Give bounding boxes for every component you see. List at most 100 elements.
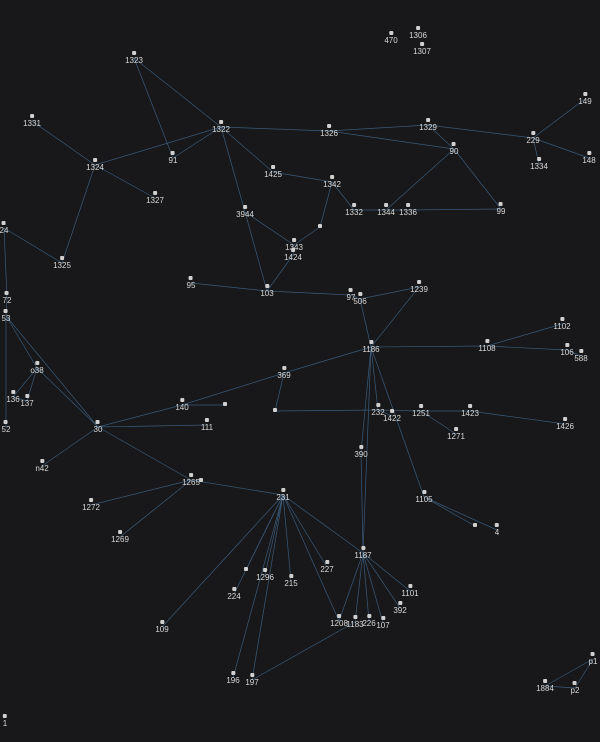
graph-node[interactable]: 229 bbox=[526, 131, 539, 145]
graph-node[interactable]: p1 bbox=[589, 652, 598, 666]
graph-node[interactable]: 3944 bbox=[236, 205, 254, 219]
graph-node[interactable]: p2 bbox=[571, 681, 580, 695]
graph-edge bbox=[284, 347, 371, 373]
graph-node[interactable]: 588 bbox=[574, 349, 587, 363]
graph-node[interactable]: 99 bbox=[497, 202, 506, 216]
graph-node[interactable]: 52 bbox=[2, 420, 11, 434]
graph-edge bbox=[424, 497, 497, 530]
graph-node[interactable] bbox=[318, 224, 322, 230]
graph-node[interactable]: 1344 bbox=[377, 203, 395, 217]
graph-node[interactable]: 4 bbox=[495, 523, 499, 537]
node-dot-icon bbox=[25, 394, 29, 398]
graph-node[interactable]: 140 bbox=[175, 398, 188, 412]
node-dot-icon bbox=[381, 616, 385, 620]
node-dot-icon bbox=[189, 276, 193, 280]
graph-node[interactable]: 107 bbox=[376, 616, 389, 630]
node-dot-icon bbox=[199, 478, 203, 482]
graph-node[interactable]: 109 bbox=[155, 620, 168, 634]
graph-node[interactable]: 95 bbox=[187, 276, 196, 290]
graph-node[interactable]: 103 bbox=[260, 284, 273, 298]
graph-node[interactable]: 137 bbox=[20, 394, 33, 408]
graph-node[interactable]: 1331 bbox=[23, 114, 41, 128]
node-label: 1329 bbox=[419, 124, 437, 132]
graph-node[interactable]: n42 bbox=[35, 459, 48, 473]
graph-node[interactable]: 1 bbox=[3, 714, 7, 728]
graph-node[interactable]: 1423 bbox=[461, 404, 479, 418]
graph-node[interactable]: 470 bbox=[384, 31, 397, 45]
graph-node[interactable] bbox=[244, 567, 248, 573]
graph-node[interactable] bbox=[223, 402, 227, 408]
graph-node[interactable]: 1271 bbox=[447, 427, 465, 441]
graph-node[interactable]: 1105 bbox=[415, 490, 432, 504]
node-dot-icon bbox=[406, 203, 410, 207]
graph-node[interactable]: 196 bbox=[226, 671, 239, 685]
graph-node[interactable]: 231 bbox=[276, 488, 289, 502]
graph-node[interactable]: 215 bbox=[284, 574, 297, 588]
graph-node[interactable]: o38 bbox=[30, 361, 43, 375]
graph-node[interactable]: 1332 bbox=[345, 203, 363, 217]
graph-node[interactable]: 1251 bbox=[412, 404, 430, 418]
node-dot-icon bbox=[325, 560, 329, 564]
node-dot-icon bbox=[205, 418, 209, 422]
graph-node[interactable]: 197 bbox=[245, 673, 258, 687]
graph-node[interactable]: 1329 bbox=[419, 118, 437, 132]
graph-node[interactable]: 1426 bbox=[556, 417, 574, 431]
graph-node[interactable]: 1265 bbox=[182, 473, 200, 487]
graph-node[interactable]: 1101 bbox=[401, 584, 418, 598]
graph-node[interactable]: 227 bbox=[320, 560, 333, 574]
graph-node[interactable]: 53 bbox=[2, 309, 11, 323]
graph-node[interactable]: 90 bbox=[450, 142, 459, 156]
graph-edge bbox=[283, 495, 291, 581]
graph-node[interactable]: 1322 bbox=[212, 120, 230, 134]
graph-node[interactable]: 392 bbox=[393, 601, 406, 615]
graph-node[interactable]: 1327 bbox=[146, 191, 164, 205]
network-graph[interactable]: 470 1306 1307 1323 1331 1322 1326 1329 149 229 90 1… bbox=[0, 0, 600, 742]
graph-node[interactable]: 136 bbox=[6, 390, 19, 404]
graph-node[interactable]: 1334 bbox=[530, 157, 548, 171]
graph-node[interactable]: 369 bbox=[277, 366, 290, 380]
graph-node[interactable]: 1187 bbox=[354, 546, 371, 560]
graph-node[interactable]: 1336 bbox=[399, 203, 417, 217]
graph-node[interactable] bbox=[273, 408, 277, 414]
graph-node[interactable]: 91 bbox=[169, 151, 178, 165]
graph-node[interactable] bbox=[199, 478, 203, 484]
node-label: 3944 bbox=[236, 211, 254, 219]
graph-node[interactable]: 224 bbox=[227, 587, 240, 601]
graph-node[interactable]: 1422 bbox=[383, 409, 401, 423]
graph-node[interactable]: 1323 bbox=[125, 51, 143, 65]
graph-node[interactable]: 1424 bbox=[284, 248, 302, 262]
graph-node[interactable]: 1102 bbox=[553, 317, 570, 331]
graph-edge bbox=[283, 495, 339, 621]
graph-node[interactable]: 30 bbox=[94, 420, 103, 434]
graph-node[interactable]: 1306 bbox=[409, 26, 427, 40]
graph-node[interactable]: 226 bbox=[362, 614, 375, 628]
graph-node[interactable]: 1239 bbox=[410, 280, 428, 294]
graph-node[interactable]: 111 bbox=[201, 418, 213, 432]
graph-node[interactable]: 1272 bbox=[82, 498, 100, 512]
graph-node[interactable]: 148 bbox=[582, 151, 595, 165]
graph-node[interactable]: 1186 bbox=[362, 340, 379, 354]
graph-node[interactable]: 1326 bbox=[320, 124, 338, 138]
graph-node[interactable]: 1296 bbox=[256, 568, 274, 582]
graph-node[interactable]: 1324 bbox=[86, 158, 104, 172]
node-dot-icon bbox=[473, 523, 477, 527]
graph-node[interactable]: 1183 bbox=[346, 615, 363, 629]
graph-node[interactable]: 506 bbox=[353, 292, 366, 306]
graph-node[interactable] bbox=[473, 523, 477, 529]
graph-node[interactable]: 1307 bbox=[413, 42, 431, 56]
graph-node[interactable]: 1108 bbox=[478, 339, 495, 353]
graph-node[interactable]: 1884 bbox=[536, 679, 554, 693]
graph-node[interactable]: 72 bbox=[3, 291, 12, 305]
graph-node[interactable]: 24 bbox=[0, 221, 8, 235]
graph-node[interactable]: 390 bbox=[354, 445, 367, 459]
graph-node[interactable]: 149 bbox=[578, 92, 591, 106]
graph-node[interactable]: 1425 bbox=[264, 165, 282, 179]
node-dot-icon bbox=[353, 615, 357, 619]
node-label: 1271 bbox=[447, 433, 465, 441]
graph-node[interactable]: 1208 bbox=[330, 614, 348, 628]
node-dot-icon bbox=[560, 317, 564, 321]
graph-node[interactable]: 1342 bbox=[323, 175, 341, 189]
graph-node[interactable]: 1269 bbox=[111, 530, 129, 544]
graph-node[interactable]: 1325 bbox=[53, 256, 71, 270]
graph-node[interactable]: 106 bbox=[560, 343, 573, 357]
